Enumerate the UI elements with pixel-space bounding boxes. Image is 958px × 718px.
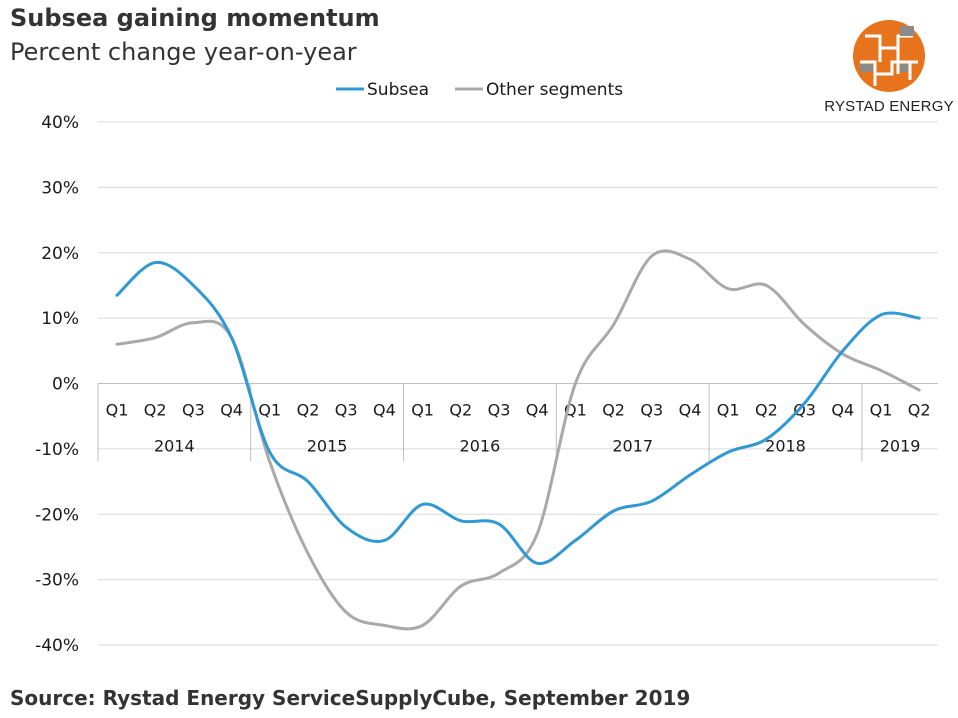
logo-globe-icon xyxy=(853,20,925,92)
y-tick-label: -10% xyxy=(35,440,79,460)
x-year-label: 2014 xyxy=(154,437,195,456)
legend-label: Subsea xyxy=(367,80,429,100)
x-tick-label: Q3 xyxy=(793,401,816,420)
x-tick-label: Q4 xyxy=(831,401,854,420)
y-tick-label: -20% xyxy=(35,505,79,525)
y-tick-label: 0% xyxy=(52,375,79,395)
chart-title: Subsea gaining momentum xyxy=(10,4,380,32)
y-tick-label: 40% xyxy=(41,113,79,133)
x-tick-label: Q2 xyxy=(297,401,320,420)
x-tick-label: Q1 xyxy=(106,401,129,420)
x-tick-label: Q4 xyxy=(679,401,702,420)
series-line-subsea xyxy=(115,261,921,565)
x-tick-label: Q1 xyxy=(258,401,281,420)
source-note: Source: Rystad Energy ServiceSupplyCube,… xyxy=(10,686,691,710)
x-tick-label: Q4 xyxy=(373,401,396,420)
chart-subtitle: Percent change year-on-year xyxy=(10,38,357,66)
logo-text: RYSTAD ENERGY xyxy=(824,98,954,115)
x-year-label: 2015 xyxy=(307,437,348,456)
x-tick-label: Q2 xyxy=(602,401,625,420)
x-tick-label: Q1 xyxy=(411,401,434,420)
x-year-label: 2019 xyxy=(880,437,921,456)
y-tick-label: -30% xyxy=(35,571,79,591)
y-tick-label: -40% xyxy=(35,636,79,656)
x-year-label: 2016 xyxy=(460,437,501,456)
y-tick-label: 10% xyxy=(41,309,79,329)
x-tick-label: Q1 xyxy=(717,401,740,420)
x-tick-label: Q2 xyxy=(755,401,778,420)
y-axis: 40% 30% 20% 10% 0% -10% -20% -30% -40% xyxy=(35,113,79,656)
x-year-label: 2018 xyxy=(765,437,806,456)
x-tick-label: Q3 xyxy=(640,401,663,420)
x-tick-label: Q2 xyxy=(144,401,167,420)
x-tick-label: Q3 xyxy=(335,401,358,420)
legend-label: Other segments xyxy=(486,80,623,100)
x-tick-label: Q4 xyxy=(220,401,243,420)
x-tick-label: Q2 xyxy=(449,401,472,420)
x-year-label: 2017 xyxy=(612,437,653,456)
y-tick-label: 30% xyxy=(41,178,79,198)
x-tick-label: Q2 xyxy=(908,401,931,420)
y-tick-label: 20% xyxy=(41,244,79,264)
series xyxy=(115,249,921,631)
x-tick-label: Q3 xyxy=(488,401,511,420)
x-tick-label: Q4 xyxy=(526,401,549,420)
legend: Subsea Other segments xyxy=(336,80,623,100)
rystad-logo: RYSTAD ENERGY xyxy=(820,18,958,118)
x-tick-label: Q3 xyxy=(182,401,205,420)
x-tick-label: Q1 xyxy=(870,401,893,420)
